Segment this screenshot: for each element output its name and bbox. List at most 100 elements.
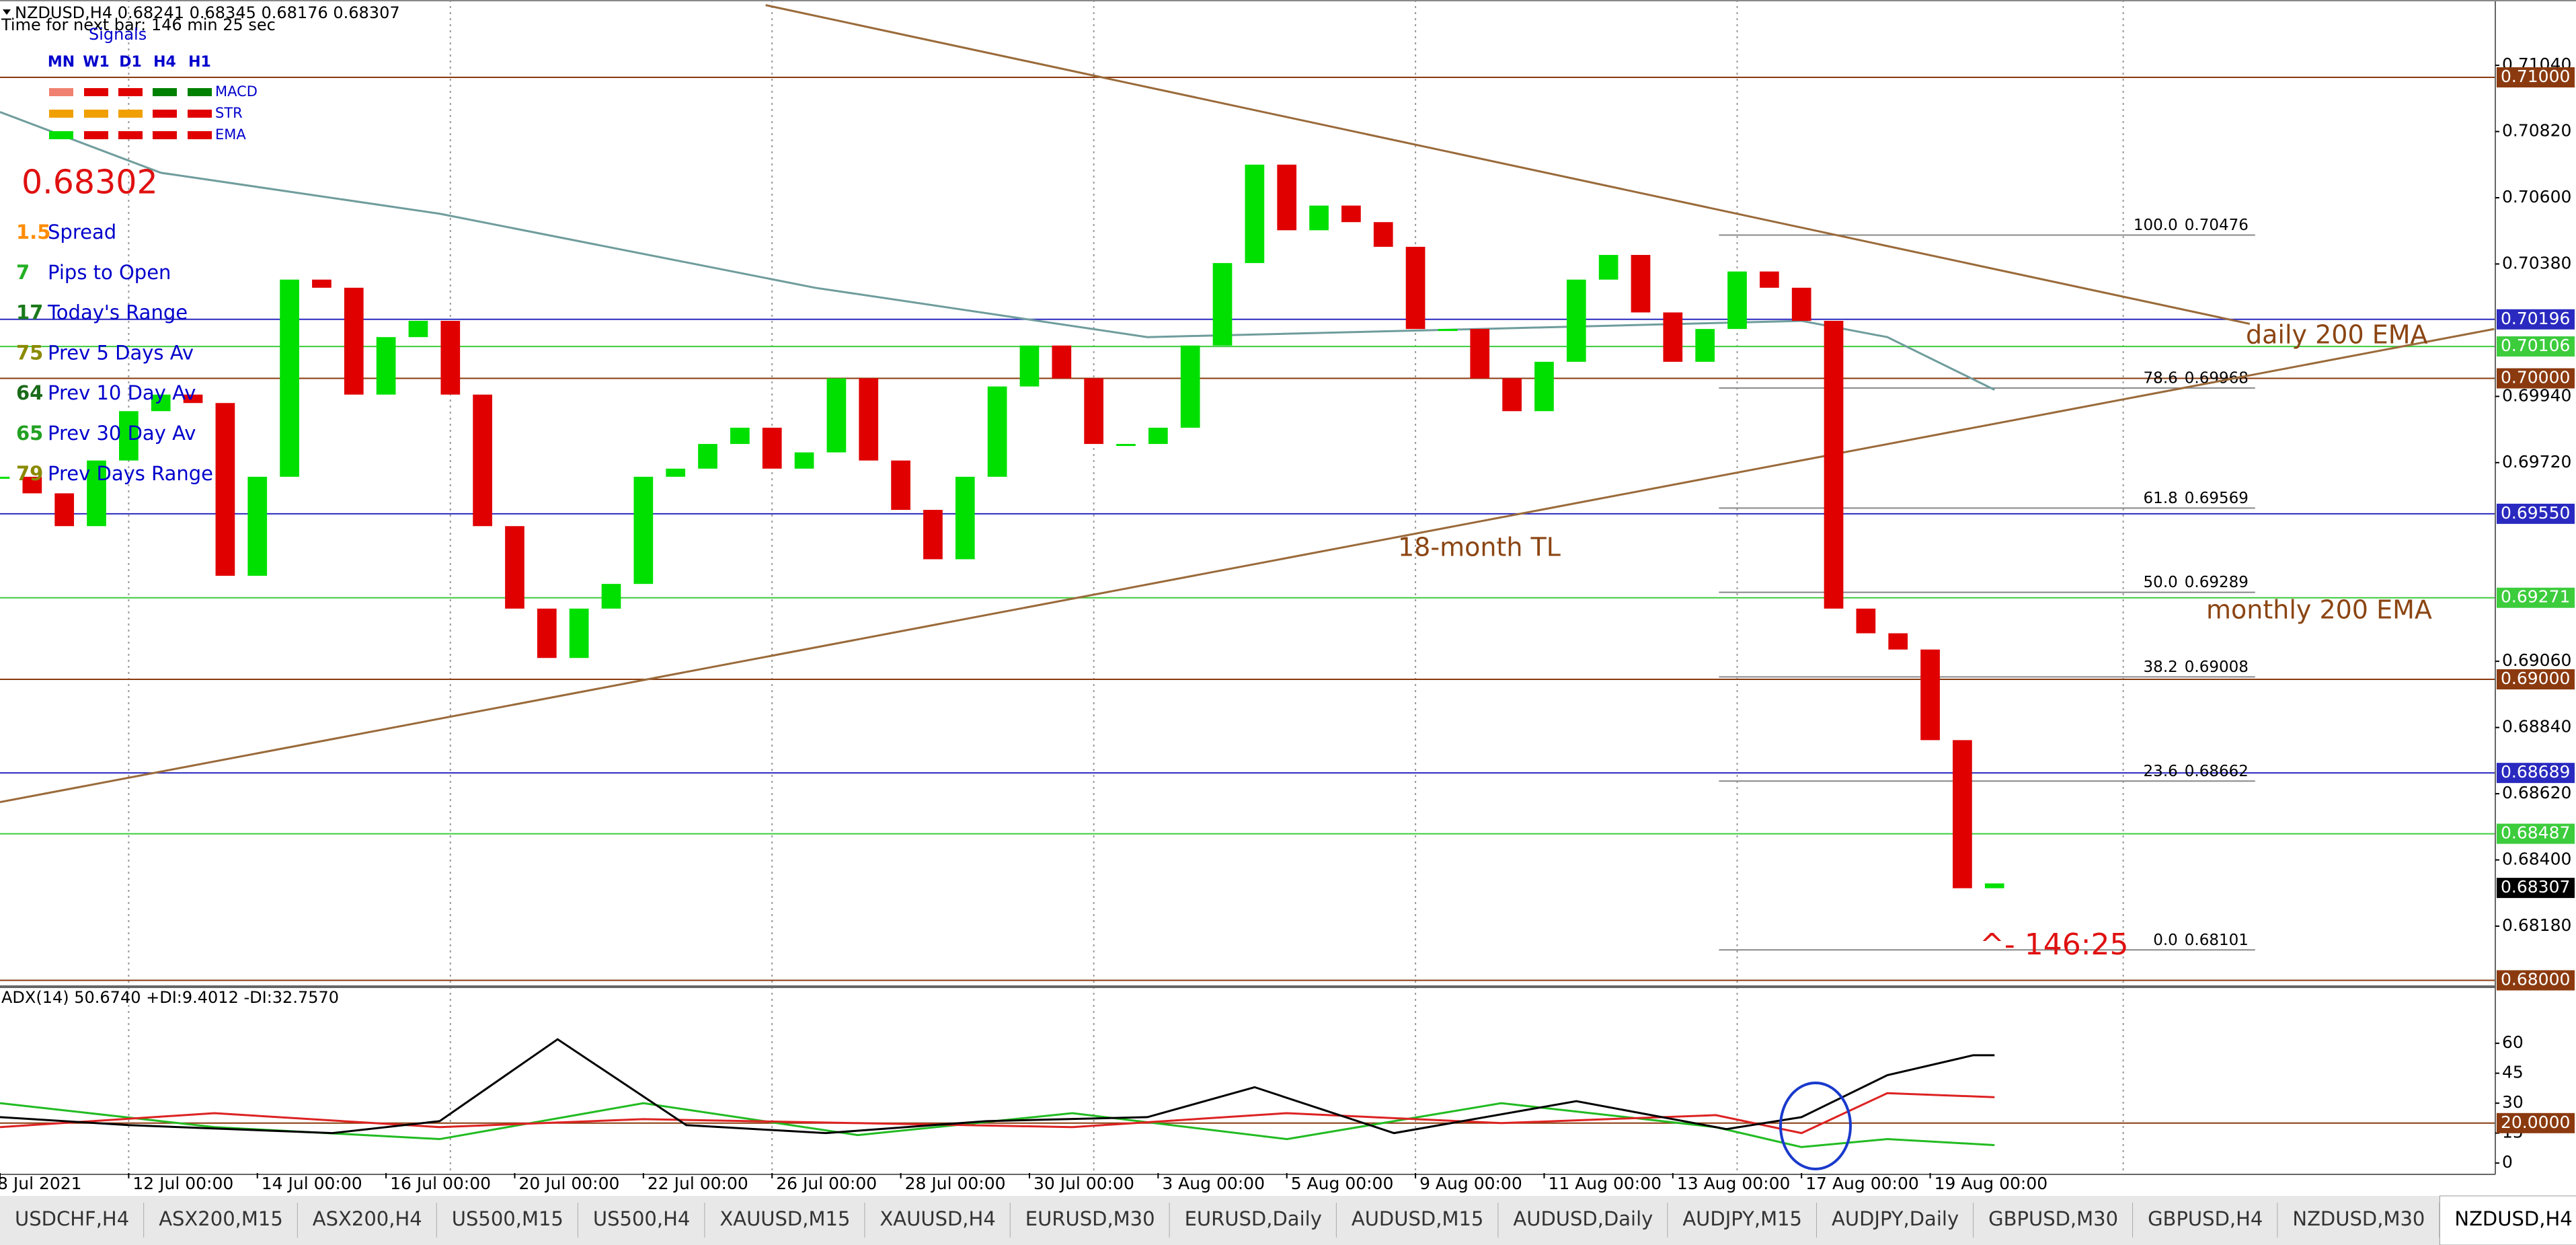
tab[interactable]: AUDUSD,M15 [1352,1207,1484,1230]
tab[interactable]: NZDUSD,M30 [2292,1207,2425,1230]
signal-cell [118,88,143,96]
stat-label: Prev 5 Days Av [48,341,194,364]
candle [1920,649,1940,741]
tab[interactable]: AUDUSD,Daily [1513,1207,1653,1230]
y-tick-label: 0.70820 [2502,121,2571,141]
tab-bg[interactable] [1169,1196,1337,1245]
tab-bg[interactable] [436,1196,578,1245]
tab-bg[interactable] [1498,1196,1668,1245]
price-label: 0.70196 [2501,309,2570,328]
stat-value: 7 [16,261,30,284]
price-label: 0.71000 [2501,67,2570,86]
tab[interactable]: US500,M15 [452,1207,563,1230]
tab-bg[interactable] [2277,1196,2440,1245]
tab-bg[interactable] [2439,1195,2576,1245]
tab[interactable]: EURUSD,M30 [1025,1207,1155,1230]
stat-label: Today's Range [47,301,188,324]
signal-period: H4 [153,54,176,71]
tab[interactable]: US500,H4 [593,1207,690,1230]
price-label: 0.69000 [2501,669,2570,688]
highlight-circle [1779,1082,1852,1170]
candle [376,337,396,395]
y-tick-label: 0.70600 [2502,187,2571,206]
signal-label: MACD [215,83,258,100]
candle [1663,312,1683,362]
signal-cell [84,131,108,139]
x-tick-label: 30 Jul 00:00 [1033,1174,1134,1193]
tab[interactable]: USDCHF,H4 [15,1207,129,1230]
tab[interactable]: XAUUSD,H4 [880,1207,995,1230]
signal-period: MN [48,54,75,71]
fib-level: 61.8 [2144,490,2178,507]
y-tick-label: 45 [2502,1063,2524,1082]
tab[interactable]: NZDUSD,H4 [2454,1207,2572,1230]
tab[interactable]: AUDJPY,Daily [1832,1207,1959,1230]
candle [22,476,42,494]
candle [955,476,975,560]
y-tick-label: 0.68840 [2502,717,2571,737]
tab-bg[interactable] [1974,1196,2134,1245]
fib-level: 100.0 [2134,217,2178,234]
x-tick-label: 22 Jul 00:00 [648,1174,748,1193]
bar-timer: Time for next bar: 146 min 25 sec [1,15,276,34]
stat-value: 17 [16,301,43,324]
candle [505,526,524,609]
trendline [0,328,2495,804]
candle [1759,271,1779,288]
tab-bg[interactable] [865,1196,1011,1245]
price-label-box [2497,970,2575,991]
tab-bg[interactable] [1668,1196,1817,1245]
y-tick-label: 60 [2502,1032,2524,1052]
y-tick-label: 0.69060 [2502,650,2571,670]
tab[interactable]: AUDJPY,M15 [1682,1207,1802,1230]
price-label-box [2497,669,2575,690]
price-label-box [2497,823,2575,844]
y-tick-label: 0.68400 [2502,849,2571,868]
candle [87,460,106,527]
tab[interactable]: GBPUSD,H4 [2148,1207,2263,1230]
candle [666,468,686,477]
tab-bg[interactable] [144,1196,298,1245]
menu-arrow [3,9,11,15]
candle [1212,263,1233,346]
x-tick-label: 13 Aug 00:00 [1677,1174,1791,1193]
signal-cell [84,88,108,96]
candle [1695,329,1715,362]
candle [1277,164,1297,231]
candle [1438,329,1458,332]
tab[interactable]: ASX200,H4 [313,1207,422,1230]
x-tick-label: 8 Jul 2021 [0,1174,82,1193]
y-tick-label: 30 [2502,1092,2524,1112]
fib-level: 38.2 [2144,658,2178,676]
signal-cell [84,110,108,118]
candle [826,378,847,453]
tab[interactable]: XAUUSD,M15 [719,1207,850,1230]
fib-level: 50.0 [2144,574,2178,591]
stat-value: 65 [16,422,43,445]
tab-bg[interactable] [705,1196,865,1245]
price-label: 0.69271 [2501,587,2570,607]
candle [54,493,75,527]
candle [1598,255,1618,280]
tab-bg[interactable] [1336,1196,1499,1245]
tab-bg[interactable] [1817,1196,1974,1245]
tab[interactable]: EURUSD,Daily [1185,1207,1322,1230]
candle [408,321,428,338]
candle [987,386,1007,477]
signals-title: Signals [89,25,147,44]
candle [215,403,235,576]
trendline [765,4,2251,325]
tab-bg[interactable] [0,1196,145,1245]
tab-bg[interactable] [1010,1196,1170,1245]
tab-bg[interactable] [2133,1196,2278,1245]
tab[interactable]: ASX200,M15 [159,1207,283,1230]
tab-bg[interactable] [578,1196,705,1245]
tab[interactable]: GBPUSD,M30 [1988,1207,2118,1230]
y-tick-label: 0.70380 [2502,253,2571,272]
annotation: ^- 146:25 [1980,928,2129,962]
tab-bg[interactable] [297,1196,437,1245]
price-label: 0.68307 [2501,877,2570,897]
signal-cell [49,88,73,96]
x-tick-label: 3 Aug 00:00 [1162,1174,1265,1193]
symbol-line: NZDUSD,H4 0.68241 0.68345 0.68176 0.6830… [15,3,400,22]
